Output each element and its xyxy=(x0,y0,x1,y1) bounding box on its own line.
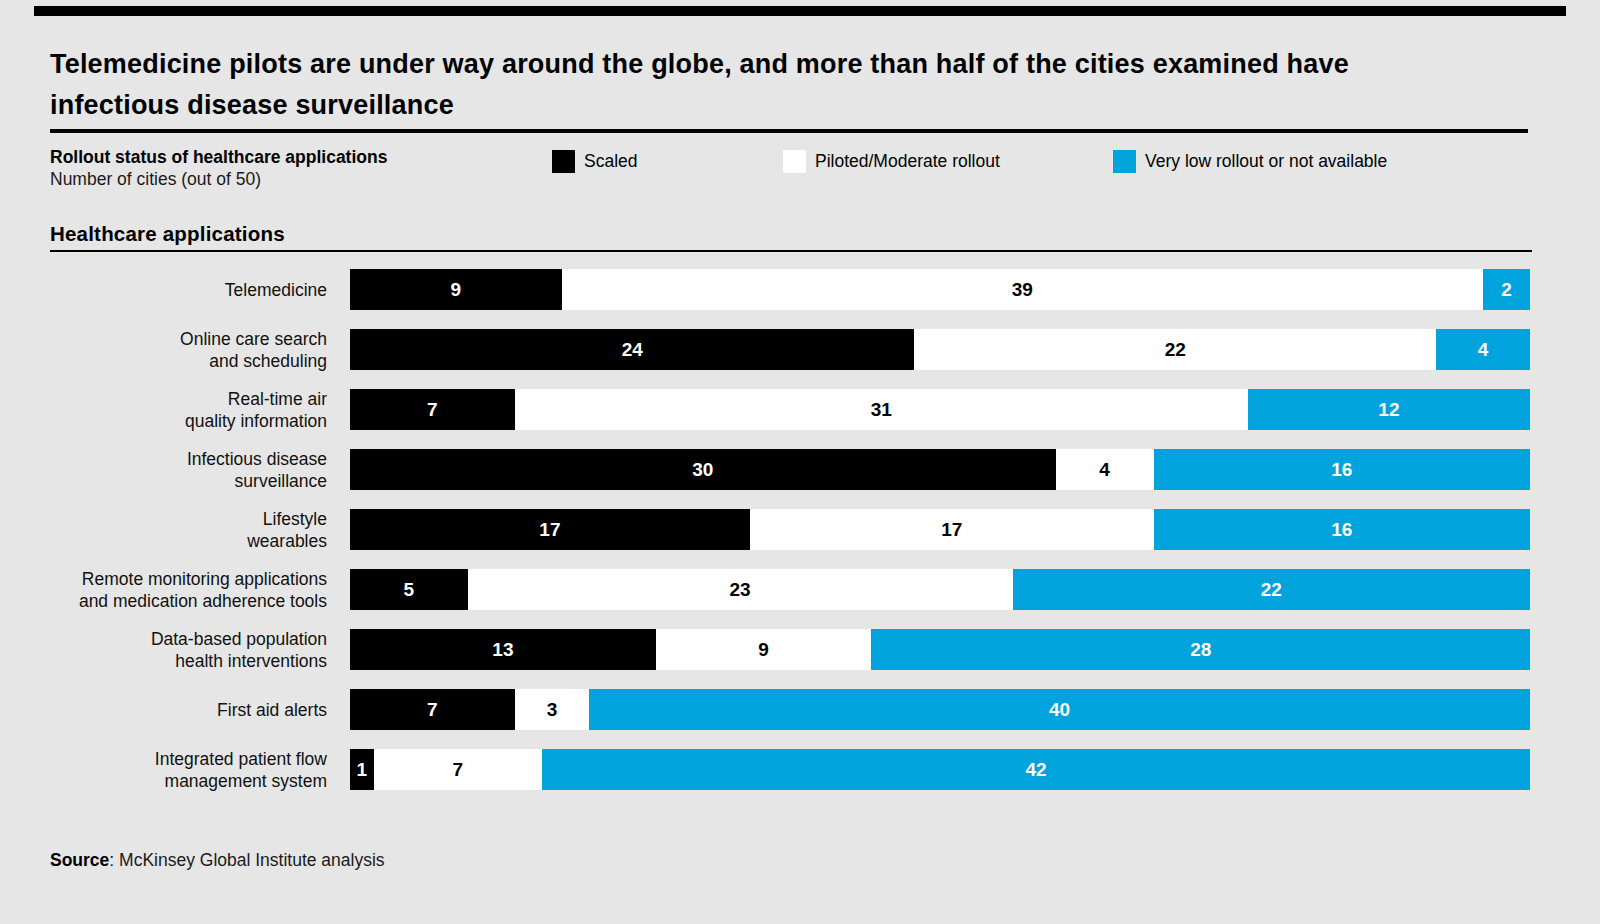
chart-units-label: Number of cities (out of 50) xyxy=(50,168,387,190)
bar-segment: 7 xyxy=(350,389,515,430)
stacked-bar: 1742 xyxy=(350,749,1530,790)
exhibit-title: Telemedicine pilots are under way around… xyxy=(50,44,1520,126)
bar-segment: 9 xyxy=(658,629,870,670)
row-label: Lifestyle wearables xyxy=(50,509,350,550)
bar-segment: 7 xyxy=(376,749,541,790)
chart-row: Real-time air quality information73112 xyxy=(50,389,1530,430)
bar-segment: 39 xyxy=(564,269,1481,310)
bar-segment: 9 xyxy=(350,269,562,310)
section-divider xyxy=(50,250,1532,252)
row-label: Online care search and scheduling xyxy=(50,329,350,370)
source-text: : McKinsey Global Institute analysis xyxy=(109,850,384,870)
row-label: Integrated patient flow management syste… xyxy=(50,749,350,790)
chart-subtitle-block: Rollout status of healthcare application… xyxy=(50,146,387,190)
bar-segment: 42 xyxy=(542,749,1530,790)
legend-item-scaled: Scaled xyxy=(552,150,638,173)
bar-segment: 13 xyxy=(350,629,656,670)
legend-label: Scaled xyxy=(584,151,638,172)
legend-swatch-piloted xyxy=(783,150,806,173)
row-label: Remote monitoring applications and medic… xyxy=(50,569,350,610)
chart-row: Integrated patient flow management syste… xyxy=(50,749,1530,790)
section-header: Healthcare applications xyxy=(50,222,285,246)
legend-item-piloted: Piloted/Moderate rollout xyxy=(783,150,1000,173)
source-label: Source xyxy=(50,850,109,870)
bar-segment: 16 xyxy=(1154,449,1530,490)
chart-row: Online care search and scheduling24224 xyxy=(50,329,1530,370)
exhibit-top-rule xyxy=(34,6,1566,16)
chart-row: Remote monitoring applications and medic… xyxy=(50,569,1530,610)
bar-segment: 17 xyxy=(350,509,750,550)
chart-row: Data-based population health interventio… xyxy=(50,629,1530,670)
stacked-bar: 9392 xyxy=(350,269,1530,310)
bar-segment: 7 xyxy=(350,689,515,730)
bar-segment: 4 xyxy=(1436,329,1530,370)
stacked-bar: 30416 xyxy=(350,449,1530,490)
legend-swatch-scaled xyxy=(552,150,575,173)
chart-subtitle: Rollout status of healthcare application… xyxy=(50,146,387,168)
bar-segment: 17 xyxy=(752,509,1152,550)
bar-segment: 23 xyxy=(470,569,1011,610)
source-note: Source: McKinsey Global Institute analys… xyxy=(50,849,385,871)
stacked-bar: 13928 xyxy=(350,629,1530,670)
stacked-bar: 7340 xyxy=(350,689,1530,730)
chart-row: First aid alerts7340 xyxy=(50,689,1530,730)
exhibit-canvas: Telemedicine pilots are under way around… xyxy=(0,0,1600,924)
bar-segment: 22 xyxy=(1013,569,1530,610)
bar-segment: 28 xyxy=(871,629,1530,670)
bar-segment: 1 xyxy=(350,749,374,790)
bar-segment: 40 xyxy=(589,689,1530,730)
bar-segment: 12 xyxy=(1248,389,1530,430)
stacked-bar: 171716 xyxy=(350,509,1530,550)
bar-segment: 24 xyxy=(350,329,914,370)
bar-segment: 3 xyxy=(517,689,588,730)
stacked-bar: 24224 xyxy=(350,329,1530,370)
bar-segment: 4 xyxy=(1058,449,1152,490)
title-divider xyxy=(50,129,1528,133)
legend-label: Piloted/Moderate rollout xyxy=(815,151,1000,172)
bar-segment: 22 xyxy=(916,329,1433,370)
row-label: Data-based population health interventio… xyxy=(50,629,350,670)
row-label: Real-time air quality information xyxy=(50,389,350,430)
stacked-bar-chart: Telemedicine9392Online care search and s… xyxy=(50,269,1530,790)
bar-segment: 16 xyxy=(1154,509,1530,550)
bar-segment: 31 xyxy=(517,389,1246,430)
legend-swatch-very-low xyxy=(1113,150,1136,173)
row-label: Telemedicine xyxy=(50,269,350,310)
row-label: Infectious disease surveillance xyxy=(50,449,350,490)
chart-row: Infectious disease surveillance30416 xyxy=(50,449,1530,490)
stacked-bar: 52322 xyxy=(350,569,1530,610)
bar-segment: 2 xyxy=(1483,269,1530,310)
legend-label: Very low rollout or not available xyxy=(1145,151,1387,172)
bar-segment: 30 xyxy=(350,449,1056,490)
stacked-bar: 73112 xyxy=(350,389,1530,430)
chart-row: Telemedicine9392 xyxy=(50,269,1530,310)
bar-segment: 5 xyxy=(350,569,468,610)
row-label: First aid alerts xyxy=(50,689,350,730)
legend-item-very-low: Very low rollout or not available xyxy=(1113,150,1387,173)
chart-row: Lifestyle wearables171716 xyxy=(50,509,1530,550)
